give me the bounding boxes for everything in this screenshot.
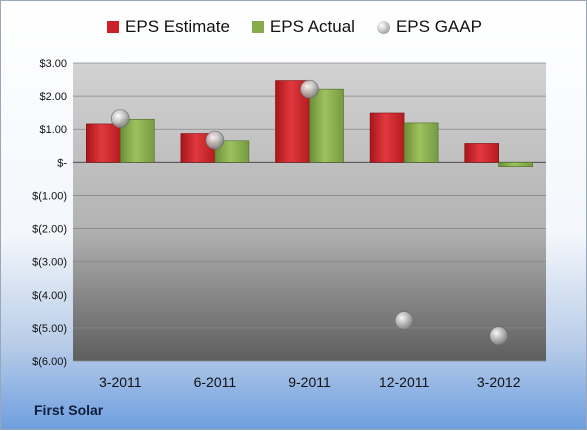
legend-label-estimate: EPS Estimate (125, 17, 230, 36)
x-axis-ticks: 3-2011 6-2011 9-2011 12-2011 3-2012 (99, 374, 521, 390)
legend: EPS Estimate EPS Actual EPS GAAP (1, 17, 587, 37)
bar-actual-3-2012 (498, 162, 534, 167)
y-tick-label: $(6.00) (32, 356, 67, 368)
legend-item-gaap: EPS GAAP (376, 17, 482, 37)
y-tick-label: $(5.00) (32, 323, 67, 335)
marker-gaap-9-2011 (300, 79, 319, 99)
bar-actual-3-2011 (120, 118, 155, 163)
legend-swatch-estimate (107, 21, 120, 33)
bar-actual-6-2011 (214, 140, 250, 163)
y-tick-label: $- (57, 157, 67, 169)
marker-gaap-3-2012 (489, 326, 509, 346)
x-tick-label: 6-2011 (194, 374, 237, 390)
gaap-markers (111, 79, 509, 346)
y-tick-label: $(3.00) (32, 257, 67, 269)
legend-item-estimate: EPS Estimate (107, 17, 230, 37)
y-tick-label: $1.00 (39, 124, 67, 136)
y-tick-label: $(1.00) (32, 190, 67, 202)
marker-gaap-12-2011 (394, 311, 414, 330)
y-tick-label: $2.00 (39, 91, 67, 103)
legend-label-actual: EPS Actual (269, 17, 355, 36)
company-name: First Solar (34, 402, 104, 418)
bar-estimate-3-2012 (464, 143, 500, 163)
y-axis-ticks: $3.00 $2.00 $1.00 $- $(1.00) $(2.00) $(3.00) $(… (32, 58, 67, 368)
legend-item-actual: EPS Actual (251, 17, 355, 37)
y-tick-label: $(2.00) (32, 224, 67, 236)
legend-marker-gaap (376, 20, 390, 34)
y-tick-label: $(4.00) (32, 290, 67, 302)
legend-swatch-actual (251, 21, 264, 33)
x-tick-label: 9-2011 (288, 374, 331, 390)
bar-estimate-3-2011 (86, 123, 121, 163)
x-tick-label: 3-2011 (99, 374, 142, 390)
y-tick-label: $3.00 (39, 58, 67, 70)
bar-actual-9-2011 (309, 88, 344, 163)
x-tick-label: 12-2011 (379, 374, 430, 390)
marker-gaap-3-2011 (111, 109, 130, 128)
marker-gaap-6-2011 (205, 130, 225, 150)
bars (86, 80, 534, 167)
x-tick-label: 3-2012 (477, 374, 521, 390)
bar-actual-12-2011 (403, 122, 439, 163)
bar-estimate-12-2011 (369, 112, 405, 163)
legend-label-gaap: EPS GAAP (395, 17, 482, 36)
